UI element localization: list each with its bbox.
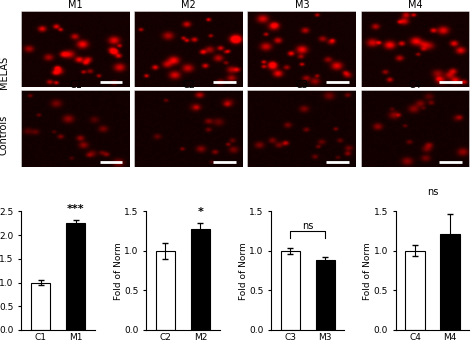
Text: ns: ns [427,187,438,197]
Title: M4: M4 [408,0,422,10]
Title: M1: M1 [68,0,83,10]
Bar [191,229,210,330]
Title: M2: M2 [182,0,196,10]
Y-axis label: Fold of Norm: Fold of Norm [364,242,373,299]
Text: ***: *** [67,204,84,214]
Bar [405,251,425,330]
Bar [316,260,335,330]
Bar [281,251,300,330]
Title: C1: C1 [69,80,82,90]
Text: Controls: Controls [0,115,9,155]
Title: C4: C4 [409,80,421,90]
Text: *: * [198,207,203,217]
Bar [440,233,460,330]
Text: MELAS: MELAS [0,55,9,88]
Bar [156,251,175,330]
Y-axis label: Fold of Norm: Fold of Norm [238,242,247,299]
Text: ns: ns [302,220,313,231]
Bar [66,223,85,330]
Text: A: A [0,0,9,1]
Title: C2: C2 [182,80,195,90]
Y-axis label: Fold of Norm: Fold of Norm [114,242,123,299]
Title: C3: C3 [295,80,308,90]
Title: M3: M3 [294,0,309,10]
Bar [31,283,50,330]
